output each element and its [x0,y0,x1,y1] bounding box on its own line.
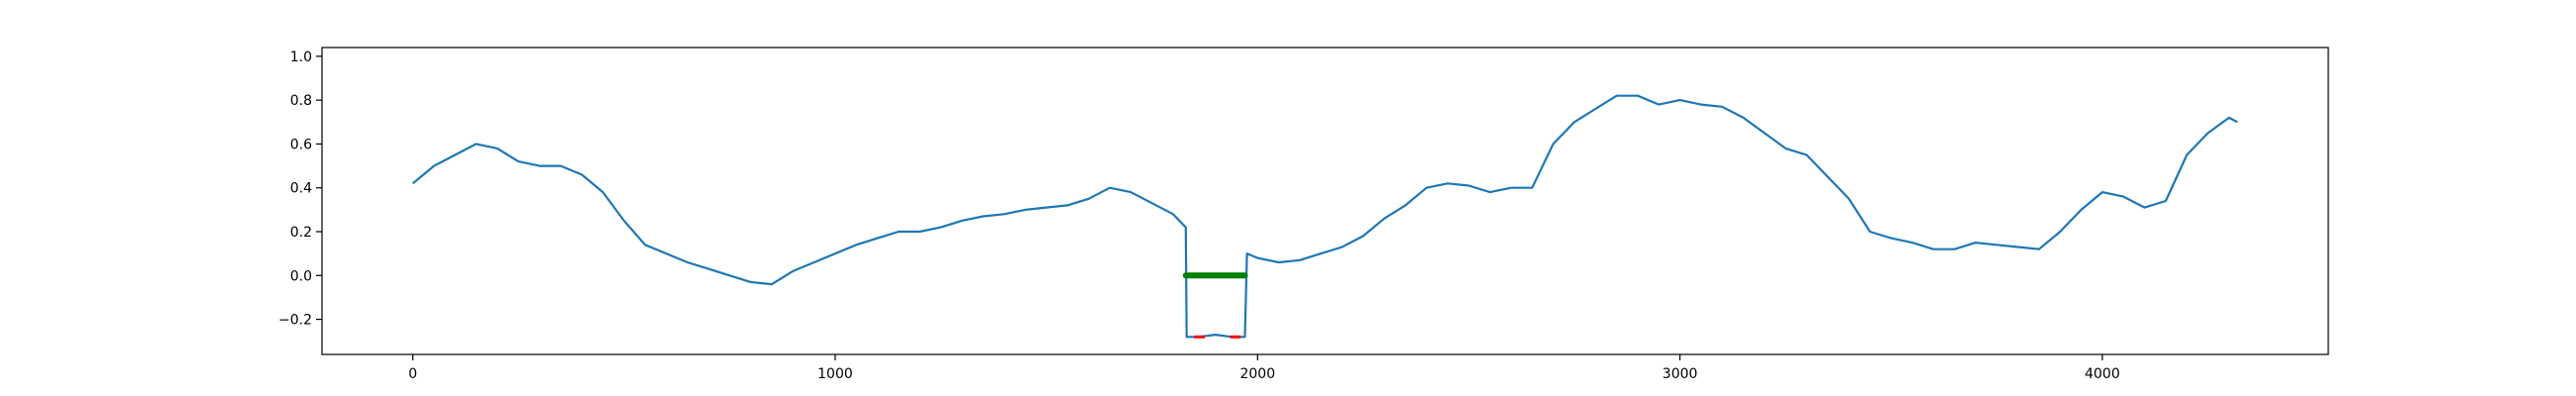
series-line-1 [411,94,2238,339]
y-tick-label: 0.8 [290,93,312,109]
y-tick-label: 0.4 [290,181,312,197]
x-tick-label: 2000 [1239,366,1275,382]
x-tick-label: 4000 [2085,366,2120,382]
x-tick-label: 1000 [817,366,853,382]
y-tick-label: −0.2 [278,313,312,329]
x-tick-label: 3000 [1663,366,1698,382]
plot-lines [411,94,2238,339]
plot-frame [321,47,2329,355]
y-tick-label: 1.0 [290,50,312,65]
y-tick-label: 0.2 [290,225,312,241]
x-axis: 0 1000 2000 3000 4000 [408,354,2120,382]
y-tick-label: 0.0 [290,268,312,284]
y-tick-label: 0.6 [290,137,312,152]
x-tick-label: 0 [408,366,417,382]
y-axis: −0.2 0.0 0.2 0.4 0.6 0.8 1.0 [278,50,322,329]
